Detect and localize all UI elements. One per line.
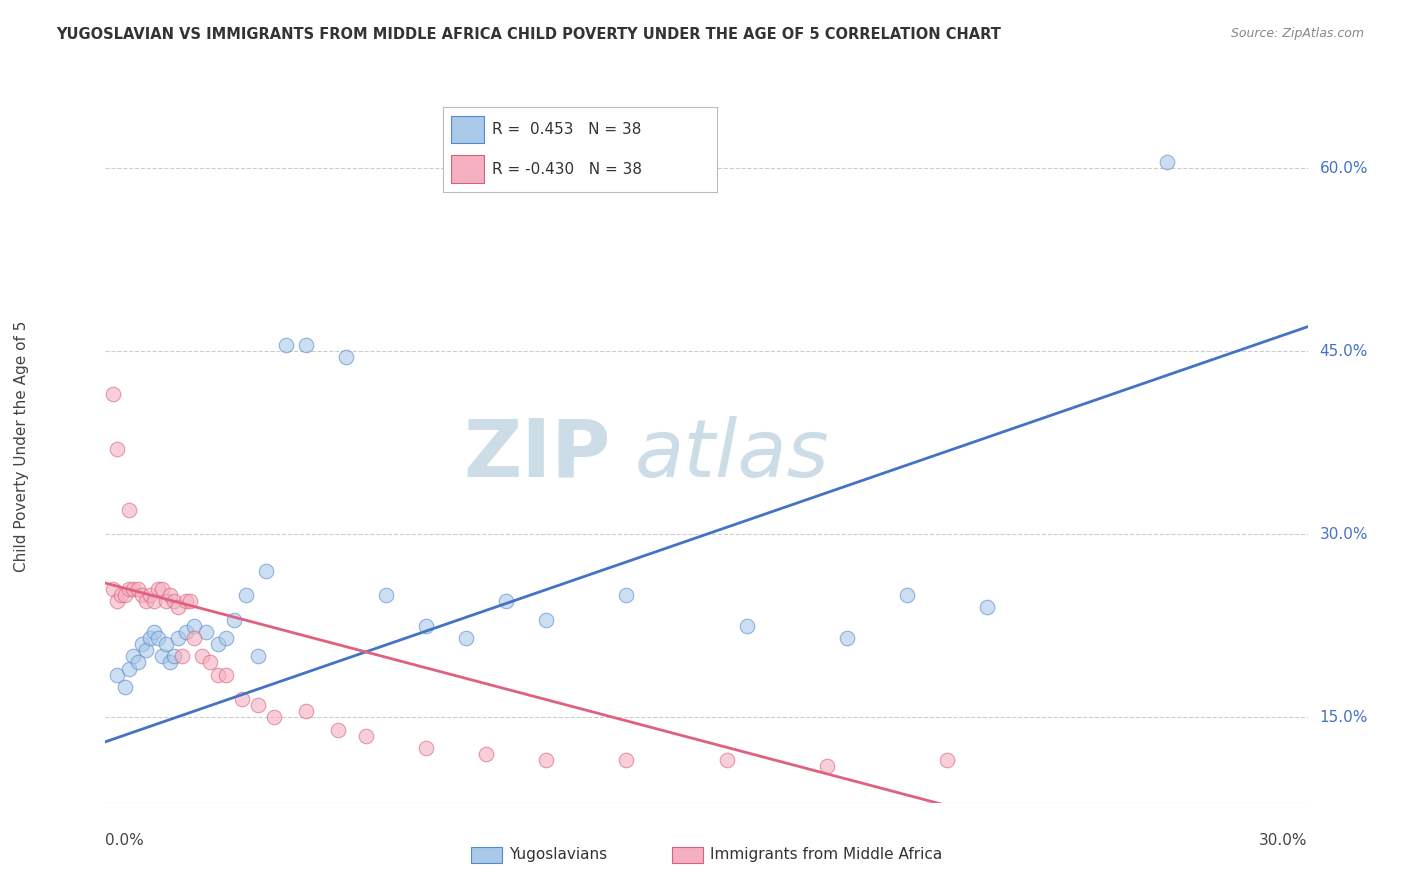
Point [127,656,149,670]
Point [155,594,177,608]
Point [936,753,959,767]
Point [159,656,181,670]
Point [735,619,758,633]
Text: atlas: atlas [634,416,830,494]
Point [235,588,257,602]
Point [131,588,153,602]
Point [183,619,205,633]
Text: 0.0%: 0.0% [105,833,145,848]
Point [354,729,377,743]
Bar [451,155,484,183]
Text: ZIP: ZIP [463,416,610,494]
Point [534,613,557,627]
Point [976,600,998,615]
Text: Child Poverty Under the Age of 5: Child Poverty Under the Age of 5 [14,320,28,572]
Point [179,594,201,608]
Point [146,582,169,597]
Point [174,624,197,639]
Point [190,649,212,664]
Point [150,649,173,664]
Bar [451,116,484,144]
Point [110,588,132,602]
Point [118,503,141,517]
Point [107,442,129,456]
Text: 60.0%: 60.0% [1320,161,1368,176]
Point [146,631,169,645]
Point [122,649,145,664]
Point [170,649,193,664]
Point [207,667,229,681]
Point [131,637,153,651]
Point [222,613,245,627]
Text: 30.0%: 30.0% [1320,527,1368,541]
Point [138,631,160,645]
Point [495,594,517,608]
Point [274,338,297,352]
Point [103,387,125,401]
Point [835,631,858,645]
Point [107,667,129,681]
Point [150,582,173,597]
Point [159,588,181,602]
Point [716,753,738,767]
Point [616,753,638,767]
Point [166,631,188,645]
Point [107,594,129,608]
Text: Immigrants from Middle Africa: Immigrants from Middle Africa [710,847,942,862]
Point [183,631,205,645]
Point [162,649,184,664]
Point [616,588,638,602]
Text: 45.0%: 45.0% [1320,343,1368,359]
Point [135,594,157,608]
Point [155,637,177,651]
Text: YUGOSLAVIAN VS IMMIGRANTS FROM MIDDLE AFRICA CHILD POVERTY UNDER THE AGE OF 5 CO: YUGOSLAVIAN VS IMMIGRANTS FROM MIDDLE AF… [56,27,1001,42]
Point [1156,155,1178,169]
Point [142,624,165,639]
Point [896,588,918,602]
Point [335,351,357,365]
Point [114,680,136,694]
Point [142,594,165,608]
Text: R = -0.430   N = 38: R = -0.430 N = 38 [492,162,643,178]
Point [138,588,160,602]
Point [475,747,498,761]
Point [118,582,141,597]
Point [214,667,236,681]
Point [415,619,437,633]
Point [162,594,184,608]
Point [122,582,145,597]
Point [454,631,477,645]
Point [114,588,136,602]
Point [214,631,236,645]
Point [815,759,838,773]
Point [295,704,318,718]
Point [174,594,197,608]
Point [254,564,277,578]
Point [534,753,557,767]
Point [198,656,221,670]
Point [194,624,217,639]
Text: Yugoslavians: Yugoslavians [509,847,607,862]
Text: 15.0%: 15.0% [1320,710,1368,725]
Point [166,600,188,615]
Point [127,582,149,597]
Point [103,582,125,597]
Point [118,661,141,675]
Point [246,649,269,664]
Point [246,698,269,713]
Text: Source: ZipAtlas.com: Source: ZipAtlas.com [1230,27,1364,40]
Point [207,637,229,651]
Point [415,740,437,755]
Text: R =  0.453   N = 38: R = 0.453 N = 38 [492,122,641,137]
Point [326,723,349,737]
Point [263,710,285,724]
Point [135,643,157,657]
Text: 30.0%: 30.0% [1260,833,1308,848]
Point [295,338,318,352]
Point [374,588,398,602]
Point [231,692,253,706]
